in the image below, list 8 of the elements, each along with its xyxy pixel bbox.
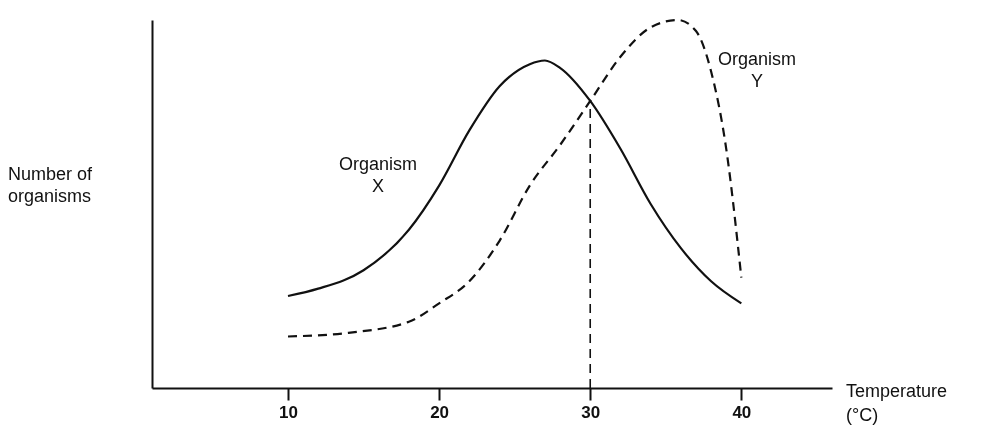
series-label: Organism X [338,154,418,196]
series-label: Organism Y [717,49,797,91]
x-axis-title: Temperature (°C) [846,381,948,425]
x-tick-label: 20 [430,402,450,422]
x-tick-label: 40 [732,402,752,422]
x-tick-label: 10 [279,402,298,422]
x-tick-label: 30 [581,402,601,422]
y-axis-title: Number of organisms [8,164,94,206]
